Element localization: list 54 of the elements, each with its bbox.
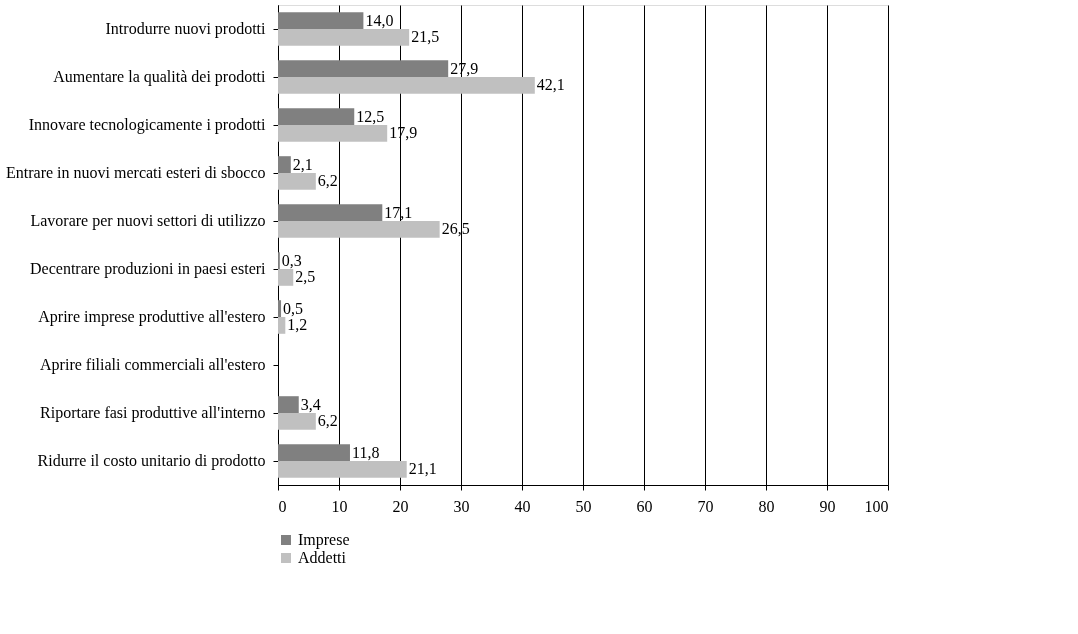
data-label: 2,5 bbox=[295, 268, 316, 286]
bar bbox=[278, 173, 316, 190]
bar bbox=[278, 444, 350, 461]
data-label: 14,0 bbox=[365, 11, 394, 29]
bar bbox=[278, 300, 282, 317]
x-tick-label: 100 bbox=[864, 497, 889, 515]
bar bbox=[278, 60, 449, 77]
x-tick-label: 80 bbox=[758, 497, 775, 515]
x-tick-label: 50 bbox=[575, 497, 592, 515]
legend-label: Addetti bbox=[298, 549, 347, 566]
bar bbox=[278, 413, 316, 430]
x-tick-label: 10 bbox=[331, 497, 348, 515]
x-tick-label: 30 bbox=[453, 497, 470, 515]
x-tick-label: 20 bbox=[392, 497, 409, 515]
y-tick-label: Riportare fasi produttive all'interno bbox=[40, 404, 266, 422]
bar bbox=[278, 461, 407, 478]
y-tick-label: Introdurre nuovi prodotti bbox=[105, 20, 267, 38]
y-tick-label: Ridurre il costo unitario di prodotto bbox=[37, 452, 266, 470]
data-label: 11,8 bbox=[351, 443, 380, 461]
x-tick-label: 40 bbox=[514, 497, 531, 515]
bar bbox=[278, 12, 364, 29]
data-label: 21,5 bbox=[411, 28, 440, 46]
y-tick-label: Lavorare per nuovi settori di utilizzo bbox=[30, 212, 266, 230]
bar bbox=[278, 317, 286, 334]
x-tick-label: 0 bbox=[278, 497, 287, 515]
bar bbox=[278, 269, 294, 286]
y-tick-label: Aprire imprese produttive all'estero bbox=[38, 308, 266, 326]
bar bbox=[278, 396, 299, 413]
x-tick-label: 70 bbox=[697, 497, 714, 515]
data-label: 21,1 bbox=[408, 460, 437, 478]
data-label: 3,4 bbox=[300, 395, 321, 413]
data-label: 2,1 bbox=[292, 155, 313, 173]
y-tick-label: Decentrare produzioni in paesi esteri bbox=[30, 260, 267, 278]
y-tick-label: Entrare in nuovi mercati esteri di sbocco bbox=[6, 164, 266, 181]
data-label: 0,3 bbox=[281, 251, 302, 269]
data-label: 42,1 bbox=[536, 76, 565, 94]
y-tick-label: Aumentare la qualità dei prodotti bbox=[53, 68, 267, 86]
data-label: 6,2 bbox=[317, 172, 338, 190]
bar bbox=[278, 108, 355, 125]
data-label: 0,5 bbox=[283, 299, 304, 317]
bar bbox=[278, 156, 291, 173]
bar bbox=[278, 29, 410, 46]
legend-label: Imprese bbox=[298, 531, 350, 549]
data-label: 12,5 bbox=[356, 107, 385, 125]
data-label: 1,2 bbox=[287, 316, 308, 334]
y-tick-label: Aprire filiali commerciali all'estero bbox=[40, 356, 266, 374]
bar bbox=[278, 221, 440, 238]
y-tick-label: Innovare tecnologicamente i prodotti bbox=[28, 116, 267, 134]
bar bbox=[278, 125, 388, 142]
x-tick-label: 60 bbox=[636, 497, 653, 515]
bar bbox=[278, 77, 535, 94]
data-label: 6,2 bbox=[317, 412, 338, 430]
bar bbox=[278, 204, 383, 221]
x-tick-label: 90 bbox=[819, 497, 836, 515]
